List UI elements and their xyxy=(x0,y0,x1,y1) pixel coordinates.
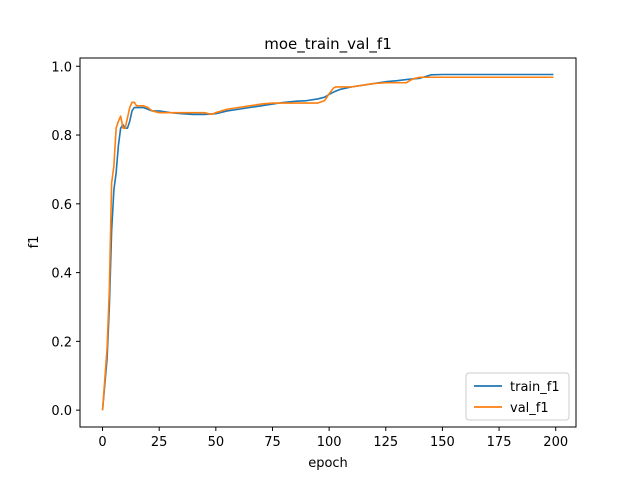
x-tick-label: 200 xyxy=(543,435,568,450)
chart-title: moe_train_val_f1 xyxy=(264,35,392,54)
y-tick-label: 0.6 xyxy=(51,198,72,213)
series-line-val-f1 xyxy=(101,76,554,411)
x-tick-label: 125 xyxy=(373,435,398,450)
plot-area xyxy=(79,57,577,428)
y-tick-label: 0.8 xyxy=(51,129,72,144)
x-tick-label: 100 xyxy=(317,435,342,450)
x-axis-label: epoch xyxy=(308,456,348,471)
y-tick-label: 0.0 xyxy=(51,404,72,419)
y-tick-label: 0.4 xyxy=(51,267,72,282)
x-tick-label: 50 xyxy=(208,435,225,450)
legend-label-train-f1: train_f1 xyxy=(510,380,560,395)
x-axis: 0 25 50 75 100 125 150 175 200 xyxy=(98,427,568,450)
legend-box xyxy=(465,372,570,421)
plot-frame xyxy=(79,57,577,428)
y-tick-label: 0.2 xyxy=(51,335,72,350)
x-tick-label: 25 xyxy=(151,435,168,450)
legend-label-val-f1: val_f1 xyxy=(510,401,549,416)
legend: train_f1 val_f1 xyxy=(465,372,570,421)
series-line-train-f1 xyxy=(101,73,554,411)
y-tick-label: 1.0 xyxy=(51,60,72,75)
x-tick-label: 75 xyxy=(264,435,281,450)
x-tick-label: 150 xyxy=(430,435,455,450)
x-tick-label: 0 xyxy=(98,435,106,450)
y-axis-label: f1 xyxy=(27,236,42,249)
x-tick-label: 175 xyxy=(487,435,512,450)
y-axis: 0.0 0.2 0.4 0.6 0.8 1.0 xyxy=(51,60,80,419)
